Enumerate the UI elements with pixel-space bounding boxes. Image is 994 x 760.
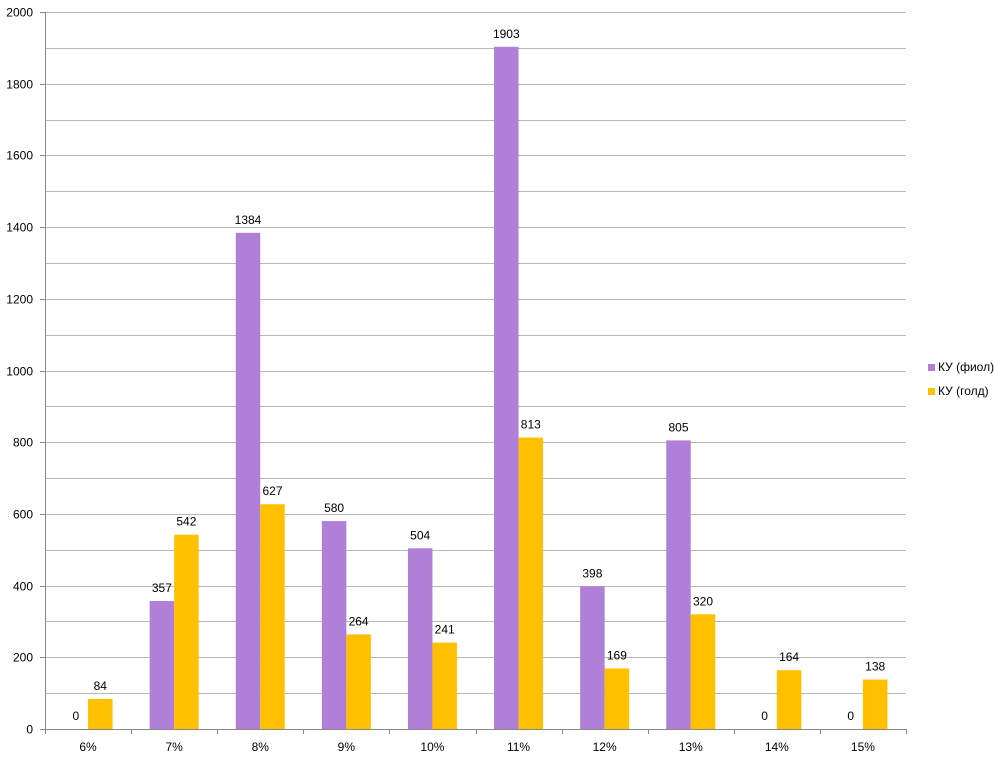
- legend-label: КУ (голд): [938, 384, 989, 398]
- x-tick-label: 13%: [679, 740, 703, 754]
- bar: [432, 642, 457, 729]
- y-tick-label: 1600: [6, 149, 33, 163]
- data-labels: 0 357 1384 580 504 1903 398 805 0 0 84 542 627 264 241…: [72, 27, 885, 723]
- y-axis: 0 200 400 600 800 1000 1200 1400 1600 1800 2000: [6, 6, 46, 737]
- bar: [407, 548, 433, 729]
- x-axis: 6% 7% 8% 9% 10% 11% 12% 13% 14% 15%: [45, 729, 907, 754]
- y-tick-label: 1400: [6, 221, 33, 235]
- bar: [88, 698, 113, 729]
- x-tick-label: 15%: [851, 740, 875, 754]
- bar: [321, 521, 347, 729]
- bar: [518, 437, 544, 729]
- bar: [174, 534, 199, 729]
- y-tick-label: 800: [13, 436, 33, 450]
- y-tick-label: 0: [26, 723, 33, 737]
- gridlines: [45, 12, 906, 694]
- bar: [862, 679, 888, 729]
- bar: [580, 586, 605, 729]
- x-tick-label: 10%: [420, 740, 444, 754]
- bar: [494, 46, 519, 730]
- data-label: 504: [410, 528, 430, 542]
- y-tick-label: 600: [13, 508, 33, 522]
- y-tick-label: 1200: [6, 293, 33, 307]
- data-label: 813: [521, 418, 541, 432]
- data-label: 0: [847, 709, 854, 723]
- data-label: 320: [693, 594, 713, 608]
- legend-swatch: [928, 388, 935, 395]
- bar: [604, 668, 630, 729]
- data-label: 627: [262, 484, 282, 498]
- data-label: 580: [324, 501, 344, 515]
- bars: [88, 46, 888, 730]
- data-label: 264: [349, 614, 369, 628]
- legend: КУ (фиол) КУ (голд): [928, 360, 994, 398]
- legend-label: КУ (фиол): [938, 360, 994, 374]
- data-label: 164: [779, 650, 799, 664]
- data-label: 398: [582, 566, 602, 580]
- data-label: 138: [865, 660, 885, 674]
- data-label: 84: [94, 679, 108, 693]
- x-tick-label: 6%: [79, 740, 97, 754]
- y-tick-label: 1000: [6, 365, 33, 379]
- data-label: 0: [761, 709, 768, 723]
- x-tick-label: 12%: [593, 740, 617, 754]
- x-tick-label: 8%: [252, 740, 270, 754]
- x-tick-label: 7%: [165, 740, 183, 754]
- x-tick-label: 9%: [338, 740, 356, 754]
- x-tick-label: 14%: [765, 740, 789, 754]
- data-label: 1903: [493, 27, 520, 41]
- y-tick-label: 400: [13, 580, 33, 594]
- data-label: 0: [72, 709, 79, 723]
- data-label: 241: [435, 623, 455, 637]
- bar: [235, 232, 261, 729]
- data-label: 357: [152, 581, 172, 595]
- data-label: 1384: [235, 213, 262, 227]
- y-tick-label: 1800: [6, 78, 33, 92]
- legend-swatch: [928, 364, 935, 371]
- bar: [776, 670, 802, 729]
- x-tick-label: 11%: [507, 740, 530, 754]
- bar: [260, 504, 285, 729]
- data-label: 805: [668, 420, 688, 434]
- bar: [149, 601, 175, 729]
- data-label: 169: [607, 648, 627, 662]
- y-tick-label: 200: [13, 651, 33, 665]
- y-tick-label: 2000: [6, 6, 33, 20]
- data-label: 542: [176, 515, 196, 529]
- bar: [346, 634, 371, 729]
- bar: [690, 614, 716, 729]
- bar: [666, 440, 691, 729]
